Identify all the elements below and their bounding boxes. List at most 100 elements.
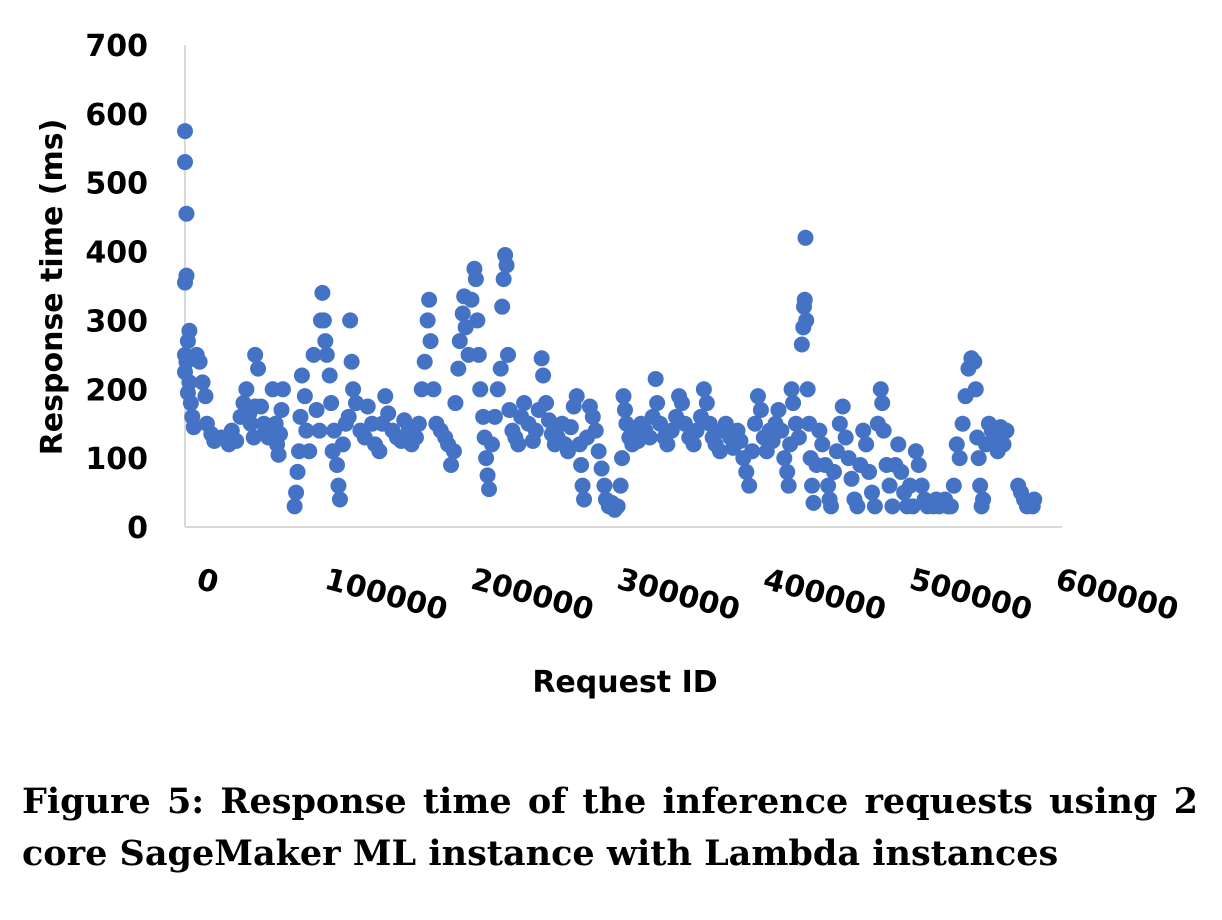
data-point	[481, 481, 498, 498]
y-tick-label: 200	[85, 373, 148, 408]
data-point	[967, 381, 984, 398]
data-point	[326, 422, 343, 439]
data-point	[858, 436, 875, 453]
data-point	[799, 381, 816, 398]
data-point	[495, 271, 512, 288]
data-point	[875, 422, 892, 439]
data-point	[913, 477, 930, 494]
data-point	[457, 319, 474, 336]
data-point	[177, 274, 193, 291]
data-point	[535, 367, 552, 384]
data-point	[587, 422, 604, 439]
scatter-chart: Response time (ms) 0 100 200 300 400 500 600 70…	[35, 29, 1182, 700]
data-points	[177, 123, 1043, 518]
data-point	[500, 346, 517, 363]
data-point	[475, 408, 492, 425]
data-point	[866, 498, 883, 515]
data-point	[904, 498, 921, 515]
data-point	[966, 353, 983, 370]
data-point	[331, 491, 348, 508]
data-point	[238, 381, 255, 398]
data-point	[779, 463, 796, 480]
x-tick-label: 500000	[906, 562, 1036, 628]
data-point	[470, 346, 487, 363]
data-point	[975, 491, 992, 508]
data-point	[463, 291, 480, 308]
data-point	[540, 412, 557, 429]
data-point	[796, 291, 813, 308]
data-point	[834, 398, 851, 415]
data-point	[314, 284, 331, 301]
data-point	[498, 257, 515, 274]
data-point	[855, 422, 872, 439]
data-point	[785, 395, 802, 412]
x-tick-label: 400000	[760, 562, 890, 628]
data-point	[780, 477, 797, 494]
data-point	[790, 429, 807, 446]
data-point	[342, 312, 359, 329]
data-point	[890, 436, 907, 453]
x-tick-label: 600000	[1052, 562, 1182, 628]
data-point	[823, 498, 840, 515]
data-point	[874, 395, 891, 412]
data-point	[377, 388, 394, 405]
data-point	[191, 353, 208, 370]
data-point	[616, 401, 633, 418]
data-point	[270, 446, 287, 463]
data-point	[298, 422, 315, 439]
data-point	[945, 477, 962, 494]
data-point	[970, 450, 987, 467]
data-point	[849, 498, 866, 515]
x-tick-labels: 0 100000 200000 300000 400000 500000 600000	[193, 562, 1182, 628]
data-point	[472, 381, 489, 398]
data-point	[501, 401, 518, 418]
data-point	[292, 408, 309, 425]
data-point	[793, 336, 810, 353]
data-point	[948, 436, 965, 453]
data-point	[831, 415, 848, 432]
data-point	[738, 463, 755, 480]
data-point	[443, 457, 460, 474]
data-point	[483, 436, 500, 453]
x-tick-label: 200000	[467, 562, 597, 628]
data-point	[701, 415, 718, 432]
y-tick-label: 400	[85, 236, 148, 271]
data-point	[416, 353, 433, 370]
data-point	[228, 432, 245, 449]
data-point	[421, 291, 438, 308]
data-point	[641, 429, 658, 446]
y-axis-title-group: Response time (ms)	[35, 119, 70, 456]
data-point	[584, 408, 601, 425]
data-point	[811, 422, 828, 439]
data-point	[574, 477, 591, 494]
data-point	[573, 457, 590, 474]
data-point	[413, 381, 430, 398]
data-point	[872, 381, 889, 398]
data-point	[317, 333, 334, 350]
data-point	[425, 381, 442, 398]
y-tick-label: 100	[85, 442, 148, 477]
data-point	[179, 333, 196, 350]
data-point	[663, 422, 680, 439]
data-point	[688, 422, 705, 439]
data-point	[732, 432, 749, 449]
data-point	[334, 436, 351, 453]
y-tick-label: 0	[127, 511, 148, 546]
data-point	[486, 408, 503, 425]
data-point	[951, 450, 968, 467]
data-point	[359, 398, 376, 415]
data-point	[538, 395, 555, 412]
x-tick-label: 100000	[321, 562, 451, 628]
data-point	[609, 498, 626, 515]
data-point	[562, 419, 579, 436]
data-point	[197, 388, 214, 405]
data-point	[177, 154, 193, 171]
data-point	[787, 415, 804, 432]
data-point	[489, 381, 506, 398]
data-point	[494, 298, 511, 315]
data-point	[649, 395, 666, 412]
data-point	[410, 415, 427, 432]
data-point	[467, 271, 484, 288]
data-point	[954, 415, 971, 432]
